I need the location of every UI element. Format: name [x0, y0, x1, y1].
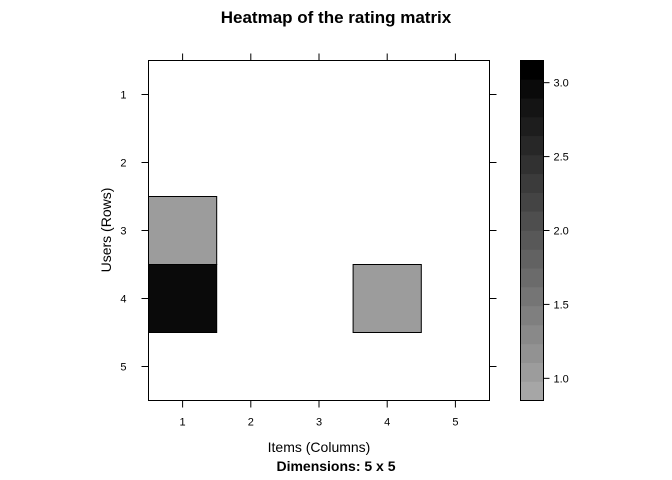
y-tick-label: 5	[120, 362, 126, 374]
x-tick-label: 1	[180, 417, 186, 429]
heatmap-cell	[148, 264, 218, 333]
y-tick-label: 4	[120, 294, 126, 306]
heatmap-cells	[148, 196, 422, 333]
colorbar-swatch	[520, 381, 544, 401]
heatmap-cell	[148, 196, 218, 265]
colorbar-swatch	[520, 173, 544, 194]
x-tick-label: 5	[452, 417, 458, 429]
colorbar-swatch	[520, 306, 544, 326]
heatmap-cell	[352, 264, 422, 333]
colorbar-swatch	[520, 268, 544, 288]
y-axis-label: Users (Rows)	[98, 188, 114, 273]
colorbar-swatch	[520, 192, 544, 212]
colorbar-swatch	[520, 60, 544, 80]
colorbar-tick-label: 1.0	[554, 373, 569, 385]
colorbar-swatch	[520, 98, 544, 118]
colorbar-swatch	[520, 154, 544, 175]
colorbar-swatch	[520, 324, 544, 345]
x-tick-label: 4	[384, 417, 390, 429]
chart-title: Heatmap of the rating matrix	[221, 8, 452, 27]
x-axis-label: Items (Columns)	[268, 439, 371, 455]
colorbar: 1.0 1.5 2.0 2.5 3.0	[520, 60, 569, 401]
colorbar-tick-label: 2.0	[554, 226, 569, 238]
colorbar-swatch	[520, 343, 544, 364]
colorbar-swatch	[520, 287, 544, 307]
colorbar-swatch	[520, 249, 544, 269]
colorbar-swatch	[520, 230, 544, 250]
heatmap-axes: 1 2 3 4 5 1 2 3 4 5	[120, 53, 497, 429]
colorbar-tick-label: 3.0	[554, 78, 569, 90]
colorbar-swatch	[520, 136, 544, 156]
colorbar-swatch	[520, 362, 544, 382]
chart-subtitle: Dimensions: 5 x 5	[276, 458, 395, 474]
y-tick-label: 1	[120, 90, 126, 102]
y-tick-label: 2	[120, 158, 126, 170]
y-tick-label: 3	[120, 226, 126, 238]
colorbar-tick-label: 2.5	[554, 152, 569, 164]
colorbar-swatch	[520, 211, 544, 231]
colorbar-swatch	[520, 79, 544, 99]
x-tick-label: 3	[316, 417, 322, 429]
colorbar-swatch	[520, 117, 544, 137]
x-tick-label: 2	[248, 417, 254, 429]
colorbar-tick-label: 1.5	[554, 299, 569, 311]
